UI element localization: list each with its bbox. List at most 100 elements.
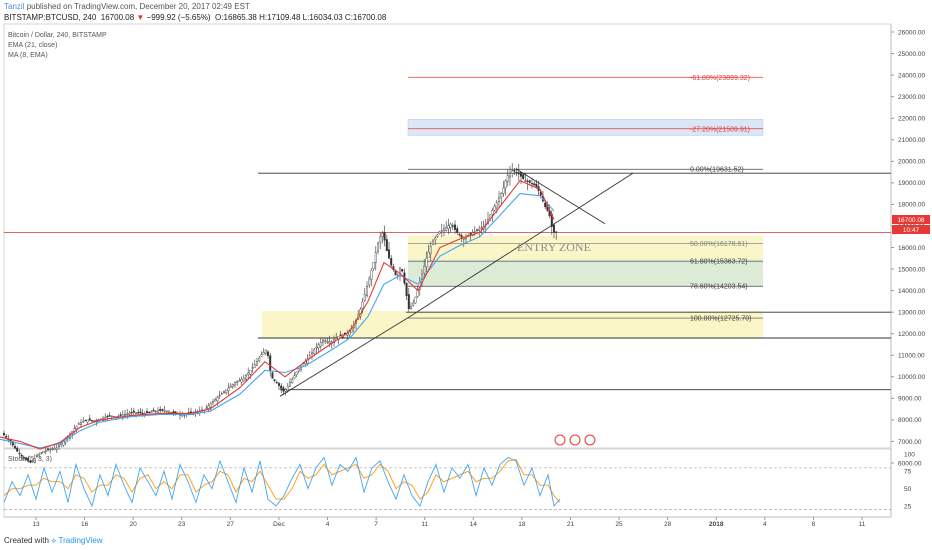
candle-body — [282, 387, 285, 392]
candle-body — [82, 421, 85, 423]
event-icon[interactable] — [584, 434, 596, 446]
candle-body — [167, 411, 170, 413]
created-with-text: Created with — [4, 536, 49, 545]
time-tick-label: 4 — [326, 521, 330, 528]
candle-body — [326, 341, 329, 343]
time-tick-label: 13 — [32, 521, 40, 528]
ma-lines-layer — [0, 180, 555, 450]
price-tick-label: 14000.00 — [898, 288, 925, 295]
author-link[interactable]: Tanzil — [4, 2, 25, 11]
candle-body — [53, 448, 56, 450]
fib-label: -27.20%(21509.91) — [690, 126, 750, 133]
candle-body — [247, 372, 250, 376]
fib-50-zone — [408, 235, 763, 260]
candle-body — [385, 239, 388, 252]
stoch-tick-label: 75 — [904, 469, 912, 476]
candle-body — [361, 301, 364, 309]
candle-body — [517, 172, 520, 175]
candle-body — [161, 409, 164, 411]
candle-body — [374, 252, 377, 264]
candle-body — [218, 395, 221, 397]
candle-body — [150, 411, 153, 413]
time-tick-label: 14 — [470, 521, 478, 528]
candle-body — [454, 224, 457, 230]
price-tick-label: 15000.00 — [898, 266, 925, 273]
candle-body — [75, 425, 78, 430]
candle-body — [77, 423, 80, 425]
candle-body — [25, 457, 28, 461]
candle-body — [244, 375, 247, 380]
candle-body — [423, 265, 426, 274]
candle-body — [5, 435, 8, 438]
candle-body — [130, 412, 133, 414]
candle-body — [267, 351, 270, 356]
candle-body — [524, 180, 527, 182]
candle-body — [126, 413, 129, 415]
time-tick-label: 20 — [130, 521, 138, 528]
price-tick-label: 16000.00 — [898, 245, 925, 252]
candle-body — [123, 414, 126, 416]
candle-body — [29, 460, 32, 463]
candle-body — [451, 225, 454, 227]
candle-body — [383, 232, 386, 241]
candle-body — [363, 293, 366, 301]
time-tick-label: 11 — [859, 521, 866, 528]
candle-body — [449, 223, 452, 228]
fib-levels-layer: -61.80%(23899.32) -27.20%(21509.91) 0.00%(… — [408, 75, 763, 323]
event-icons — [554, 434, 596, 446]
candle-body — [491, 210, 494, 215]
time-tick-label: 18 — [518, 521, 526, 528]
price-axis: 6000.00 7000.00 8000.00 9000.00 10000.00 1100… — [891, 29, 925, 467]
candle-body — [500, 192, 503, 198]
candle-body — [13, 445, 16, 449]
candle-body — [240, 378, 243, 383]
time-tick-label: 4 — [763, 521, 767, 528]
candle-body — [553, 224, 556, 233]
candle-body — [520, 172, 523, 177]
time-axis: 13 16 20 23 27 Dec 4 7 11 14 18 21 25 28 2018 4 8 11 — [32, 517, 866, 528]
candle-body — [260, 354, 263, 357]
candle-body — [506, 175, 509, 182]
time-tick-label: 16 — [81, 521, 89, 528]
candle-body — [438, 231, 441, 234]
candle-body — [90, 420, 93, 422]
candle-body — [253, 364, 256, 368]
candle-body — [44, 450, 47, 452]
candle-body — [440, 230, 443, 232]
candle-body — [40, 452, 43, 454]
candle-body — [447, 225, 450, 229]
footer: Created with ⟡ TradingView — [4, 536, 103, 546]
candle-body — [502, 187, 505, 194]
price-tick-label: 19000.00 — [898, 180, 925, 187]
candle-body — [134, 412, 137, 414]
candle-body — [273, 379, 276, 381]
time-tick-label: 2018 — [709, 521, 724, 528]
event-icon[interactable] — [569, 434, 581, 446]
candle-body — [476, 229, 479, 231]
candle-body — [458, 233, 461, 236]
event-icon[interactable] — [554, 434, 566, 446]
candle-body — [443, 228, 446, 231]
candle-body — [20, 455, 23, 457]
candle-body — [110, 415, 113, 417]
price-badge — [892, 215, 930, 224]
legend-ema[interactable]: EMA (21, close) — [8, 42, 57, 49]
candle-body — [264, 349, 267, 354]
candle-body — [504, 180, 507, 188]
price-tick-label: 6000.00 — [898, 460, 922, 467]
candle-body — [291, 378, 294, 383]
candle-body — [58, 445, 61, 447]
candle-body — [137, 412, 140, 414]
time-tick-label: 21 — [567, 521, 575, 528]
candle-body — [425, 258, 428, 267]
ohlc-values: O:16865.38 H:17109.48 L:16034.03 C:16700… — [215, 13, 387, 22]
zones-layer — [262, 119, 764, 339]
candle-body — [319, 342, 322, 347]
candle-body — [339, 334, 342, 336]
brand-link[interactable]: TradingView — [58, 536, 103, 545]
candle-body — [148, 411, 151, 414]
candle-body — [469, 233, 472, 235]
candle-body — [434, 237, 437, 241]
legend-ma[interactable]: MA (8, EMA) — [8, 52, 48, 59]
